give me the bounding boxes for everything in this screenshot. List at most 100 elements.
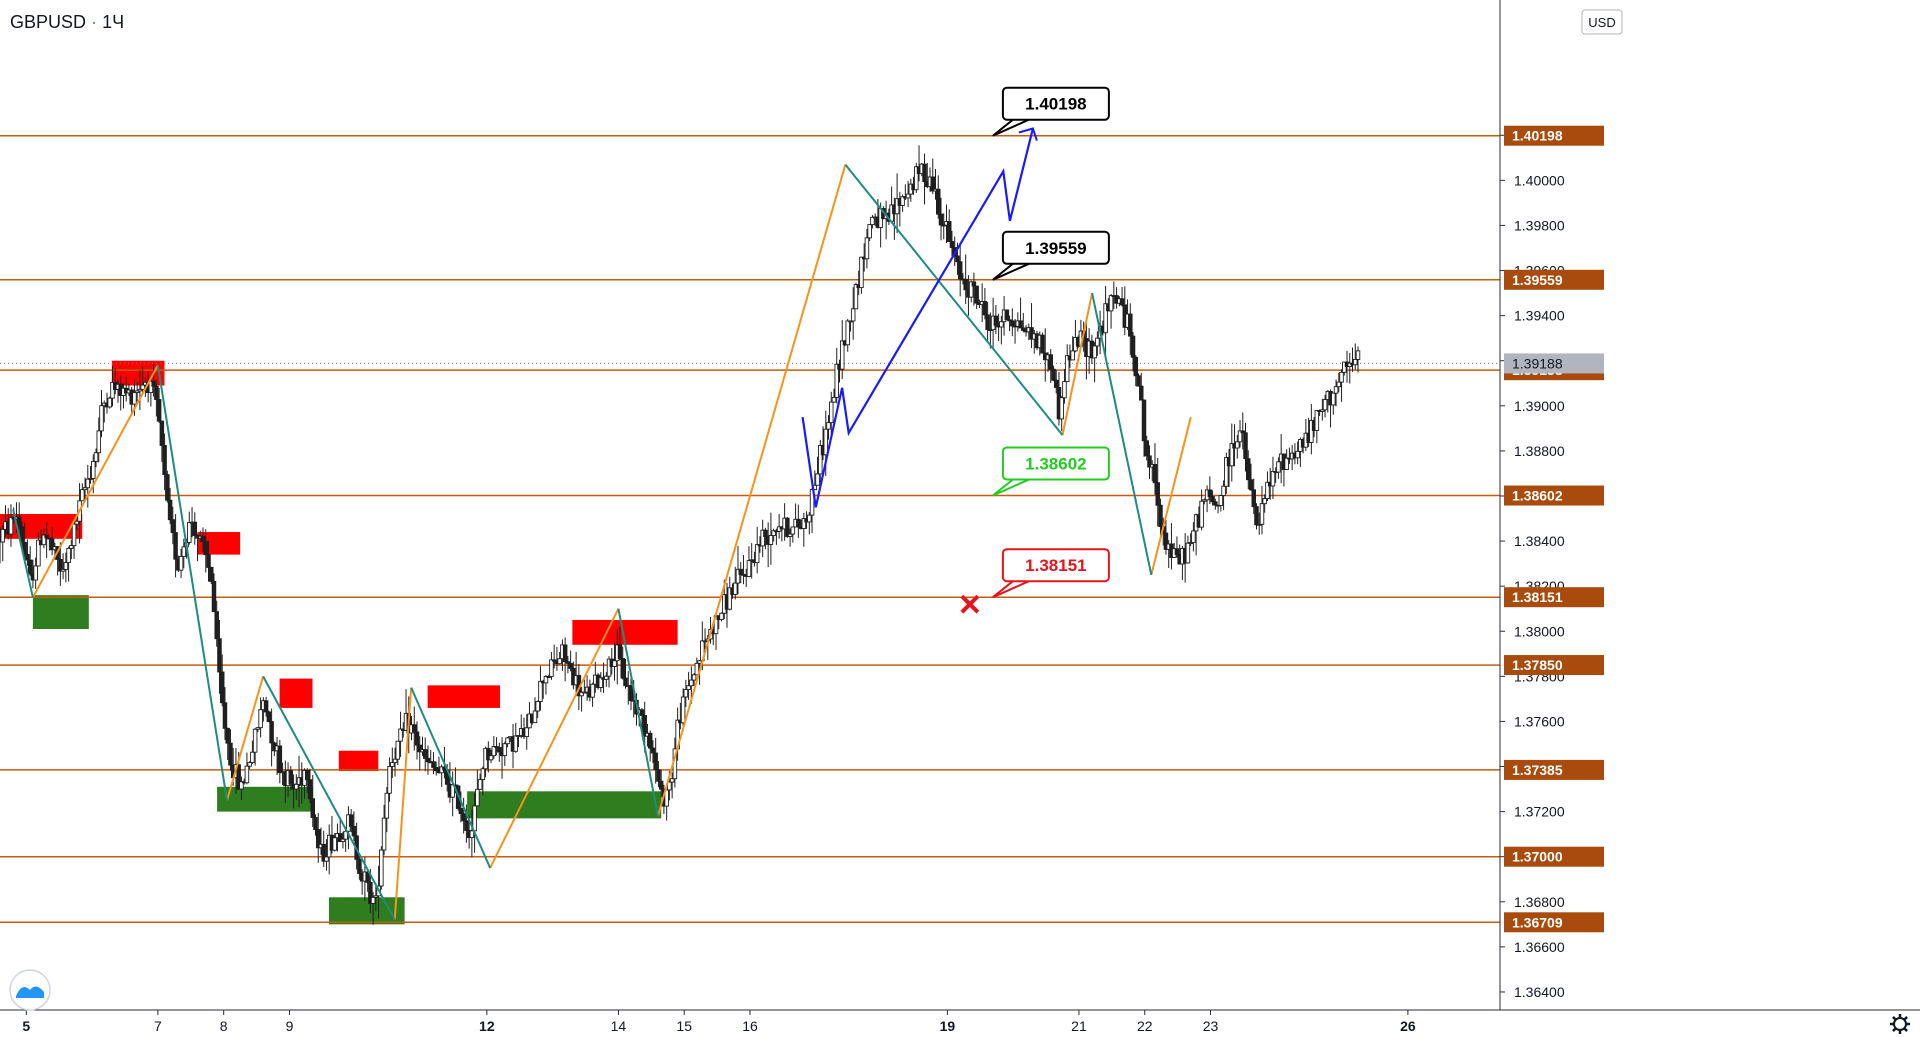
candle[interactable] [173, 514, 178, 578]
candle[interactable] [598, 672, 604, 693]
candle[interactable] [214, 600, 219, 647]
candle[interactable] [417, 736, 422, 771]
candle[interactable] [450, 771, 455, 817]
candle[interactable] [1213, 498, 1218, 510]
callout-black[interactable]: 1.39559 [992, 230, 1110, 281]
candle[interactable] [1339, 369, 1344, 402]
candle[interactable] [433, 761, 439, 776]
candle[interactable] [1210, 490, 1215, 506]
candle[interactable] [1202, 498, 1207, 505]
candle[interactable] [348, 808, 354, 833]
zigzag-down-5[interactable] [844, 163, 1064, 436]
candle[interactable] [1320, 398, 1325, 421]
candle[interactable] [1010, 308, 1015, 337]
callout-green[interactable]: 1.38602 [992, 446, 1110, 497]
candle[interactable] [801, 512, 807, 547]
candle[interactable] [864, 228, 870, 269]
callout-black[interactable]: 1.40198 [992, 86, 1110, 137]
candle[interactable] [1062, 368, 1067, 404]
candle[interactable] [735, 545, 741, 595]
candle[interactable] [1152, 443, 1158, 495]
candle[interactable] [590, 682, 595, 707]
candle[interactable] [44, 522, 49, 558]
candle[interactable] [551, 644, 557, 669]
candle[interactable] [1130, 332, 1136, 372]
candle[interactable] [337, 816, 343, 842]
symbol-label[interactable]: GBPUSD · 1Ч [10, 12, 124, 32]
candle[interactable] [1229, 423, 1235, 482]
candle[interactable] [96, 417, 102, 463]
candle[interactable] [277, 740, 283, 784]
candle[interactable] [159, 420, 165, 462]
candle[interactable] [107, 396, 112, 409]
zigzag-up-1[interactable] [226, 676, 265, 801]
tradingview-logo-icon[interactable] [9, 969, 51, 1011]
candle[interactable] [373, 885, 379, 912]
candle[interactable] [719, 612, 724, 622]
candle[interactable] [809, 488, 815, 534]
candle[interactable] [516, 735, 521, 747]
candle[interactable] [63, 552, 69, 583]
candle[interactable] [69, 539, 74, 560]
candle[interactable] [1119, 287, 1125, 307]
candle[interactable] [1235, 435, 1240, 459]
candle[interactable] [387, 757, 392, 802]
candle[interactable] [1158, 498, 1163, 540]
candle[interactable] [656, 760, 661, 787]
candle[interactable] [538, 665, 543, 711]
candle[interactable] [244, 752, 250, 785]
candle[interactable] [154, 379, 159, 417]
candle[interactable] [222, 687, 228, 740]
candle[interactable] [905, 181, 911, 208]
candle[interactable] [579, 686, 584, 712]
candle[interactable] [669, 772, 675, 799]
candle[interactable] [664, 789, 669, 821]
candle[interactable] [1018, 297, 1023, 329]
candle[interactable] [1144, 435, 1149, 461]
candle[interactable] [208, 566, 214, 584]
candle[interactable] [535, 700, 540, 719]
candle[interactable] [381, 804, 387, 856]
zigzag-up-2[interactable] [393, 687, 413, 920]
candle[interactable] [392, 747, 398, 777]
candle[interactable] [1322, 394, 1328, 418]
candle[interactable] [307, 768, 313, 804]
candle[interactable] [1174, 536, 1180, 558]
candle[interactable] [49, 526, 55, 556]
candle[interactable] [255, 727, 261, 733]
candle[interactable] [1133, 355, 1139, 387]
candle[interactable] [834, 347, 839, 404]
candle[interactable] [1092, 341, 1097, 383]
candle[interactable] [1342, 361, 1347, 376]
candle[interactable] [658, 769, 664, 798]
candle[interactable] [88, 465, 93, 484]
candle[interactable] [33, 557, 38, 589]
zigzag-down-4[interactable] [617, 608, 659, 817]
candle[interactable] [859, 256, 864, 294]
candle[interactable] [1139, 372, 1144, 401]
candle[interactable] [351, 811, 357, 842]
candle[interactable] [691, 673, 697, 686]
candle[interactable] [324, 839, 329, 871]
candle[interactable] [894, 173, 900, 234]
candle[interactable] [1103, 285, 1108, 356]
candle[interactable] [1059, 396, 1064, 432]
candle[interactable] [27, 546, 33, 577]
candle[interactable] [532, 697, 538, 724]
candle[interactable] [247, 761, 252, 770]
candle[interactable] [620, 646, 626, 680]
candle[interactable] [1259, 485, 1265, 535]
candle[interactable] [219, 654, 225, 707]
candle[interactable] [1147, 445, 1152, 479]
demand-zone-3[interactable] [467, 791, 662, 819]
candle[interactable] [414, 721, 420, 760]
candle[interactable] [170, 506, 176, 545]
zigzag-up-5[interactable] [1061, 292, 1094, 436]
candle[interactable] [80, 483, 85, 502]
candle[interactable] [148, 376, 154, 407]
candle[interactable] [549, 652, 554, 680]
zigzag-down-2[interactable] [262, 675, 396, 921]
candle[interactable] [425, 745, 431, 775]
candle[interactable] [900, 194, 905, 212]
